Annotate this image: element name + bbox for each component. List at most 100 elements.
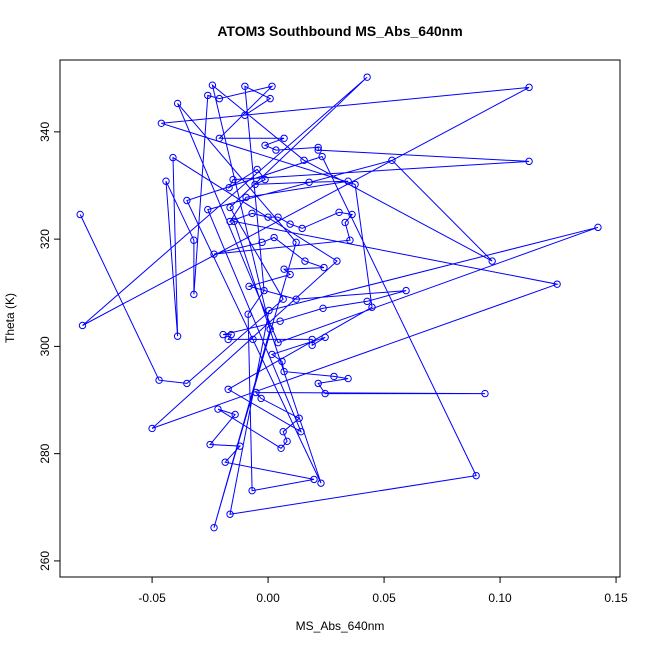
data-point <box>214 405 222 413</box>
data-point <box>310 475 318 484</box>
data-point <box>279 427 287 436</box>
data-point <box>286 270 294 279</box>
data-point <box>148 424 156 433</box>
data-point <box>344 177 352 185</box>
data-point <box>295 414 303 422</box>
data-point <box>257 394 265 403</box>
data-point <box>225 183 233 192</box>
data-point <box>280 265 288 273</box>
series-line <box>79 76 599 528</box>
data-point <box>320 263 328 272</box>
data-point <box>341 218 349 227</box>
y-tick-label: 320 <box>38 229 52 249</box>
x-tick-label: 0.05 <box>372 591 396 605</box>
x-axis-label: MS_Abs_640nm <box>296 619 385 633</box>
data-point <box>333 257 341 265</box>
data-point <box>314 146 322 154</box>
data-point <box>162 177 170 185</box>
data-point <box>226 203 234 212</box>
data-point <box>278 357 286 366</box>
data-point <box>249 335 257 344</box>
data-point <box>258 238 266 247</box>
data-point <box>230 217 238 226</box>
data-point <box>277 444 285 452</box>
data-point <box>298 224 306 233</box>
data-point <box>231 410 239 419</box>
data-point <box>224 385 232 393</box>
data-point <box>210 250 218 258</box>
y-tick-label: 260 <box>38 551 52 571</box>
data-point <box>245 282 253 291</box>
data-point <box>525 157 533 166</box>
data-point <box>183 196 191 205</box>
data-point <box>169 153 177 162</box>
data-point <box>280 367 288 376</box>
data-point <box>248 209 256 218</box>
data-point <box>268 82 276 90</box>
data-point <box>472 471 480 480</box>
data-point <box>219 330 227 339</box>
data-point <box>260 286 268 295</box>
data-point <box>297 427 305 436</box>
data-point <box>314 379 322 388</box>
data-point <box>266 325 274 333</box>
x-tick-label: 0.00 <box>256 591 280 605</box>
data-point <box>300 156 308 164</box>
data-point <box>229 175 237 184</box>
data-point <box>330 372 338 381</box>
data-point <box>553 280 561 288</box>
data-point <box>226 510 234 518</box>
data-point <box>348 210 356 219</box>
data-point <box>317 479 325 487</box>
data-point <box>264 213 272 221</box>
data-point <box>241 82 249 90</box>
data-point <box>346 236 354 244</box>
data-point <box>402 286 410 295</box>
data-point <box>261 175 269 184</box>
data-point <box>215 134 224 143</box>
data-point <box>244 310 252 318</box>
data-point <box>253 165 261 174</box>
data-point <box>215 94 224 103</box>
data-point <box>321 333 329 341</box>
data-point <box>279 295 287 303</box>
data-point <box>78 321 87 330</box>
data-point <box>363 73 371 81</box>
x-tick-label: 0.15 <box>604 591 628 605</box>
x-tick-label: 0.10 <box>488 591 512 605</box>
data-point <box>190 290 198 299</box>
data-point <box>283 437 291 446</box>
data-point <box>224 335 232 344</box>
data-point <box>292 295 300 303</box>
data-point <box>318 152 326 161</box>
data-point <box>208 81 217 89</box>
data-point <box>204 91 212 100</box>
data-point <box>236 442 244 450</box>
data-point <box>204 205 212 214</box>
data-point <box>268 350 276 359</box>
data-point <box>155 376 163 384</box>
data-point <box>210 523 218 532</box>
data-point <box>368 303 376 311</box>
data-point <box>525 83 533 92</box>
data-point <box>276 317 284 325</box>
data-point <box>594 223 602 232</box>
data-point <box>305 178 313 186</box>
data-point <box>481 389 489 398</box>
data-point <box>252 388 260 397</box>
data-point <box>173 332 182 340</box>
data-point <box>308 341 316 350</box>
data-point <box>351 180 359 189</box>
data-point <box>242 193 250 201</box>
data-point <box>274 213 282 221</box>
y-tick-label: 340 <box>38 122 52 142</box>
y-tick-label: 280 <box>38 443 52 463</box>
data-point <box>241 111 249 119</box>
data-point <box>272 146 280 154</box>
data-point <box>183 379 191 388</box>
data-point <box>266 94 274 103</box>
data-point <box>251 180 259 189</box>
data-point <box>206 440 214 449</box>
data-point <box>308 335 316 344</box>
y-axis-label: Theta (K) <box>3 293 17 343</box>
